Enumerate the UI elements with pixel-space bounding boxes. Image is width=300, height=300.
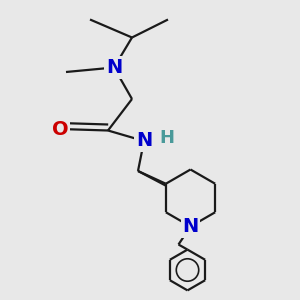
Text: N: N <box>106 58 122 77</box>
Text: N: N <box>136 131 152 151</box>
Text: N: N <box>182 217 199 236</box>
Text: H: H <box>159 129 174 147</box>
Text: O: O <box>52 119 68 139</box>
